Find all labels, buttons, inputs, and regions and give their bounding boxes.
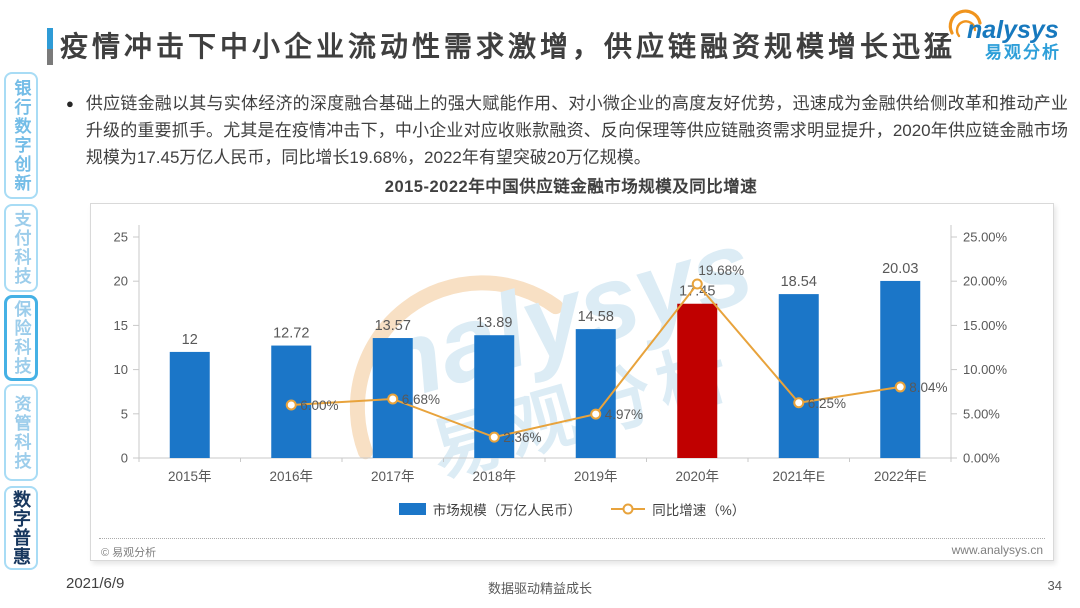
market-size-chart: nalysys易观分析05101520250.00%5.00%10.00%15.…: [114, 207, 1008, 491]
footer-date: 2021/6/9: [66, 575, 125, 592]
chart-copyright: © 易观分析: [101, 547, 157, 559]
svg-text:12.72: 12.72: [273, 326, 309, 342]
svg-text:2019年: 2019年: [574, 469, 618, 484]
chart-footer-divider: [99, 538, 1045, 539]
svg-text:2021年E: 2021年E: [772, 469, 825, 484]
svg-text:8.04%: 8.04%: [909, 380, 947, 395]
svg-text:2017年: 2017年: [371, 469, 415, 484]
chart-box: nalysys易观分析05101520250.00%5.00%10.00%15.…: [90, 203, 1054, 561]
svg-text:6.00%: 6.00%: [300, 398, 338, 413]
svg-text:25: 25: [114, 230, 128, 245]
svg-text:2022年E: 2022年E: [874, 469, 927, 484]
svg-text:12: 12: [182, 332, 198, 348]
svg-text:0.00%: 0.00%: [963, 451, 1000, 466]
svg-text:5.00%: 5.00%: [963, 406, 1000, 421]
logo-swoosh-icon: [948, 9, 982, 35]
svg-text:5: 5: [121, 406, 128, 421]
svg-text:2020年: 2020年: [675, 469, 719, 484]
legend-line-label: 同比增速（%）: [652, 503, 746, 518]
svg-text:2018年: 2018年: [472, 469, 516, 484]
chart-title: 2015-2022年中国供应链金融市场规模及同比增速: [384, 178, 758, 196]
svg-text:18.54: 18.54: [781, 274, 817, 290]
svg-text:6.68%: 6.68%: [402, 392, 440, 407]
chart-website-link[interactable]: www.analysys.cn: [951, 543, 1043, 557]
legend-line-swatch-icon: [611, 503, 646, 515]
page-number: 34: [1047, 578, 1062, 593]
legend-item-market-size: 市场规模（万亿人民币）: [398, 499, 582, 519]
svg-text:4.97%: 4.97%: [605, 407, 643, 422]
legend-item-growth: 同比增速（%）: [611, 499, 745, 519]
svg-text:25.00%: 25.00%: [963, 230, 1008, 245]
logo-brand-cn-text: 易观分析: [985, 42, 1061, 62]
summary-text: 供应链金融以其与实体经济的深度融合基础上的强大赋能作用、对小微企业的高度友好优势…: [85, 94, 1068, 167]
summary-bullet: ● 供应链金融以其与实体经济的深度融合基础上的强大赋能作用、对小微企业的高度友好…: [66, 90, 1068, 171]
svg-text:2016年: 2016年: [269, 469, 313, 484]
svg-text:0: 0: [121, 451, 128, 466]
svg-text:20.03: 20.03: [882, 261, 918, 277]
svg-text:19.68%: 19.68%: [698, 263, 744, 278]
page-title: 疫情冲击下中小企业流动性需求激增，供应链融资规模增长迅猛: [60, 31, 957, 62]
sidebar-tab-bank-digital-innovation[interactable]: 银行数字创新: [4, 72, 38, 199]
svg-text:15.00%: 15.00%: [963, 318, 1008, 333]
svg-text:20: 20: [114, 274, 128, 289]
analysys-logo: nalysys 易观分析: [948, 9, 1061, 62]
sidebar-tab-digital-inclusion[interactable]: 数字普惠: [4, 486, 38, 570]
svg-text:13.57: 13.57: [375, 318, 411, 334]
sidebar-tab-payment-tech[interactable]: 支付科技: [4, 204, 38, 292]
svg-text:6.25%: 6.25%: [808, 396, 846, 411]
sidebar-tab-insurance-tech[interactable]: 保险科技: [4, 295, 38, 381]
legend-bar-swatch-icon: [398, 503, 426, 515]
chart-legend: 市场规模（万亿人民币） 同比增速（%）: [91, 499, 1053, 519]
svg-text:15: 15: [114, 318, 128, 333]
logo-swoosh-small-icon: [955, 20, 977, 38]
svg-text:14.58: 14.58: [578, 309, 614, 325]
svg-text:2015年: 2015年: [168, 469, 212, 484]
title-accent-bar: [47, 28, 53, 65]
footer-slogan: 数据驱动精益成长: [487, 581, 592, 596]
svg-text:13.89: 13.89: [476, 315, 512, 331]
svg-text:2.36%: 2.36%: [503, 430, 541, 445]
svg-text:10: 10: [114, 362, 128, 377]
legend-bar-label: 市场规模（万亿人民币）: [432, 503, 582, 518]
legend-line-dot-icon: [622, 503, 634, 515]
svg-text:10.00%: 10.00%: [963, 362, 1008, 377]
bullet-icon: ●: [66, 96, 74, 111]
sidebar-tab-asset-mgmt-tech[interactable]: 资管科技: [4, 384, 38, 481]
svg-text:20.00%: 20.00%: [963, 274, 1008, 289]
logo-brand-text: nalysys: [967, 16, 1059, 44]
